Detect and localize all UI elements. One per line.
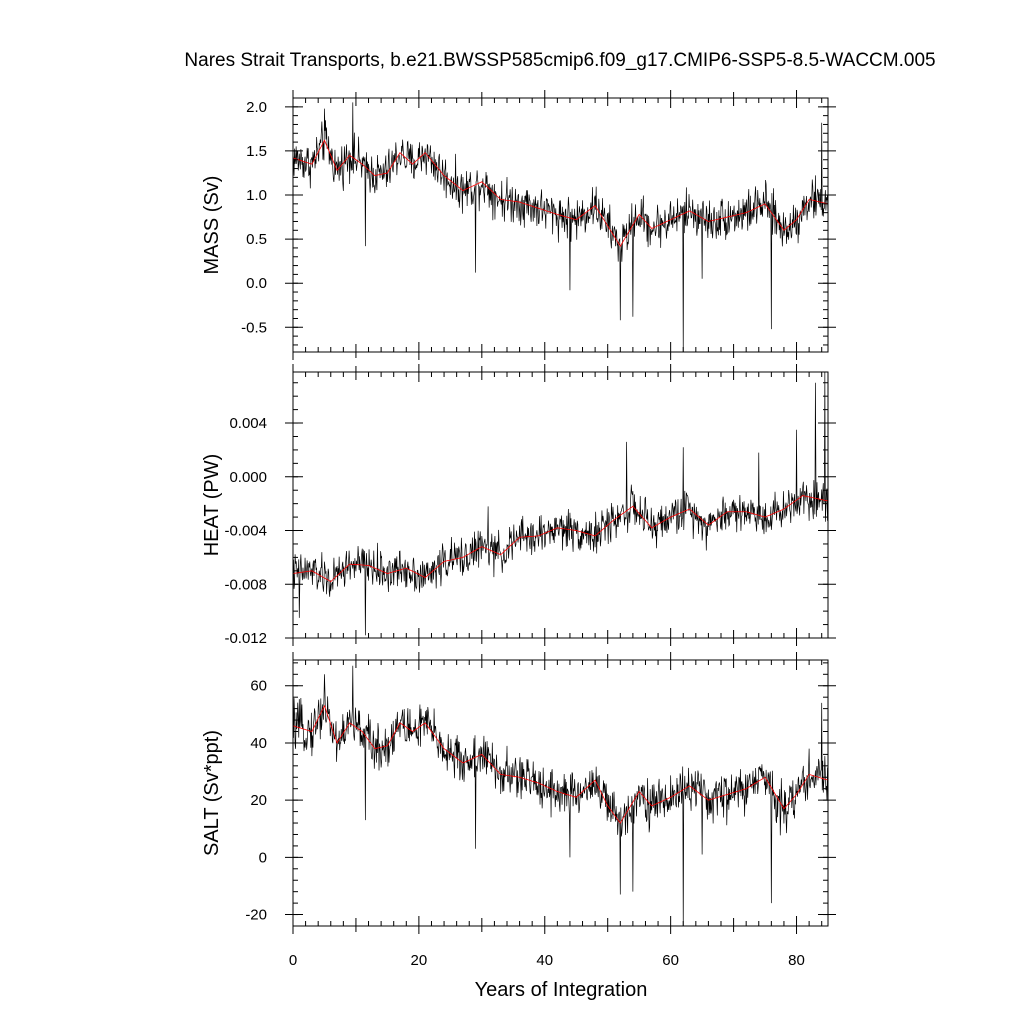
monthly-series-line (293, 372, 828, 636)
running-mean-line (293, 139, 828, 247)
x-tick-labels: 0 20 40 60 80 (289, 952, 805, 969)
x-tick-label: 20 (411, 952, 428, 969)
running-mean-line (293, 704, 828, 824)
y-tick-label: 0 (259, 849, 267, 866)
x-tick-label: 0 (289, 952, 297, 969)
y-tick-label: 1.5 (246, 143, 267, 160)
y-tick-label: -0.004 (224, 523, 267, 540)
y-tick-label: 2.0 (246, 99, 267, 116)
x-tick-label: 40 (536, 952, 553, 969)
y-tick-label: -0.5 (241, 319, 267, 336)
plot-frame (292, 371, 829, 639)
y-axis-label: SALT (Sv*ppt) (201, 730, 223, 856)
running-mean-line (293, 495, 828, 583)
panel-mass: -0.5 0.0 0.5 1.0 1.5 2.0 MASS (Sv) (201, 90, 836, 360)
y-tick-label: 0.000 (229, 469, 267, 486)
y-tick-label: 40 (250, 735, 267, 752)
chart-title: Nares Strait Transports, b.e21.BWSSP585c… (184, 50, 935, 71)
plot-frame (292, 659, 829, 927)
x-axis-label: Years of Integration (475, 979, 648, 1001)
y-tick-label: 1.0 (246, 187, 267, 204)
y-axis-label: MASS (Sv) (201, 176, 223, 275)
panel-heat: -0.012 -0.008 -0.004 0.000 0.004 HEAT (PW) (201, 364, 836, 647)
x-tick-label: 60 (662, 952, 679, 969)
y-axis-label: HEAT (PW) (201, 454, 223, 557)
x-tick-label: 80 (788, 952, 805, 969)
panel-salt: -20 0 20 40 60 SALT (Sv*ppt) (201, 652, 836, 934)
monthly-series-line (293, 102, 828, 352)
y-tick-label: 60 (250, 678, 267, 695)
y-tick-label: 0.004 (229, 415, 267, 432)
y-tick-label: -0.012 (224, 630, 267, 647)
y-tick-label: -20 (245, 907, 267, 924)
plot-frame (292, 97, 829, 353)
monthly-series-line (293, 665, 828, 926)
y-tick-label: 0.5 (246, 231, 267, 248)
y-tick-label: 20 (250, 792, 267, 809)
y-tick-label: 0.0 (246, 275, 267, 292)
y-tick-label: -0.008 (224, 576, 267, 593)
